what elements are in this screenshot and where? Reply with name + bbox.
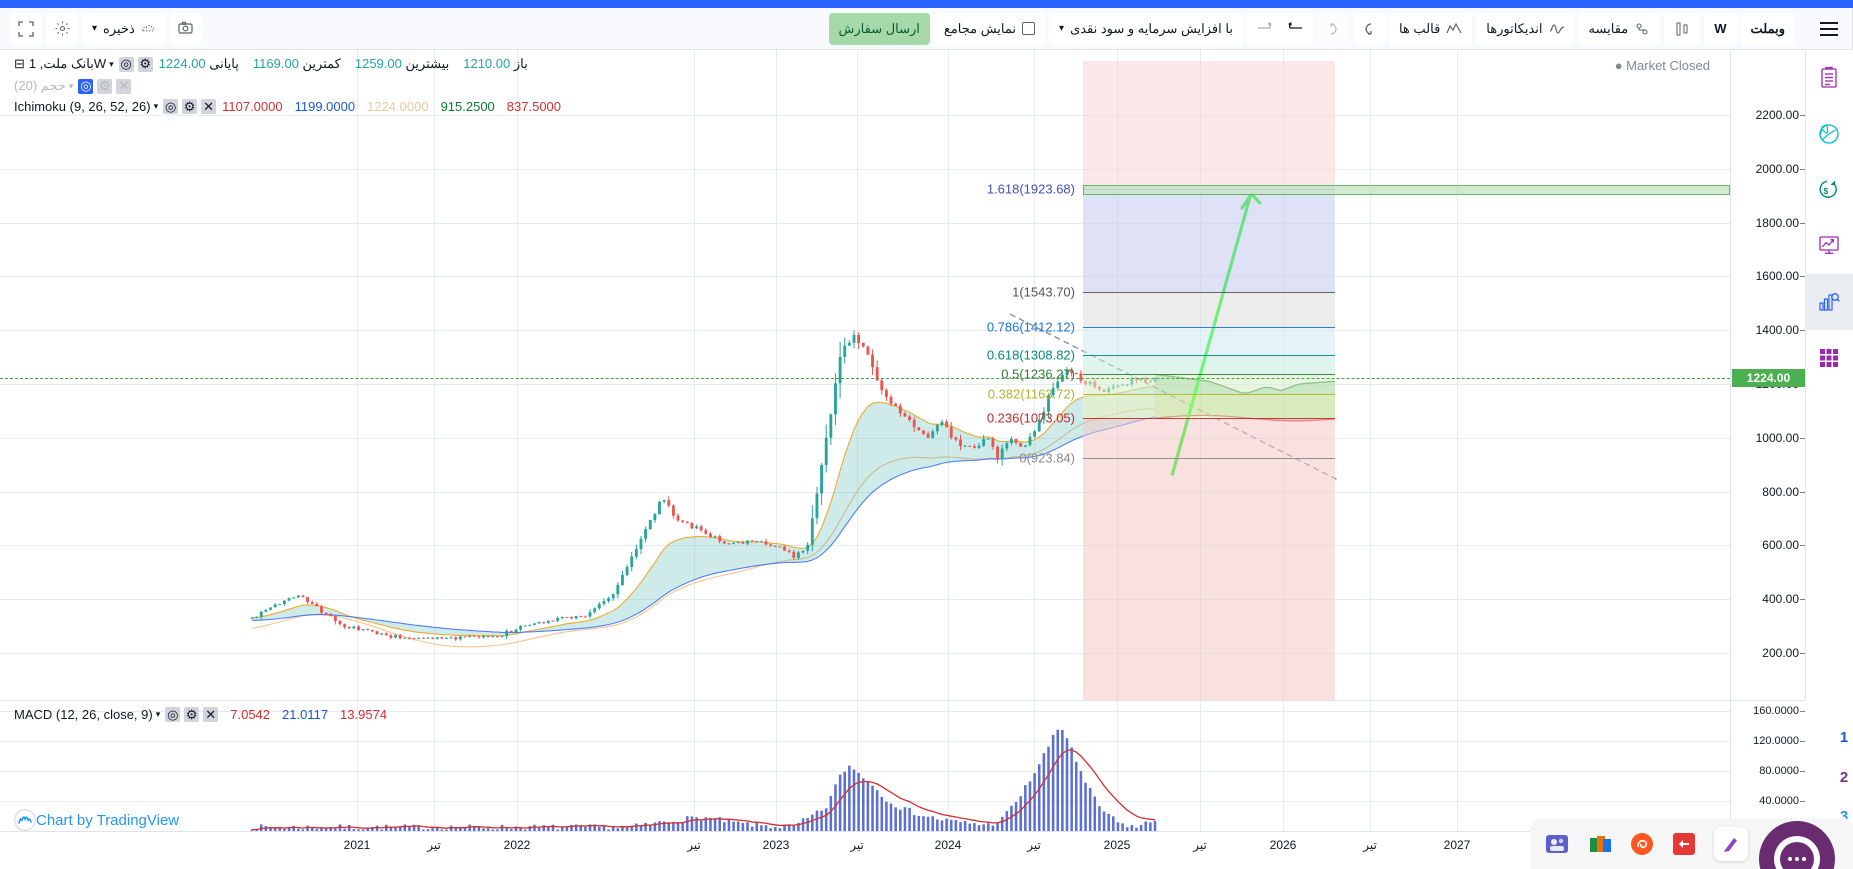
svg-text:$: $: [1823, 186, 1828, 196]
